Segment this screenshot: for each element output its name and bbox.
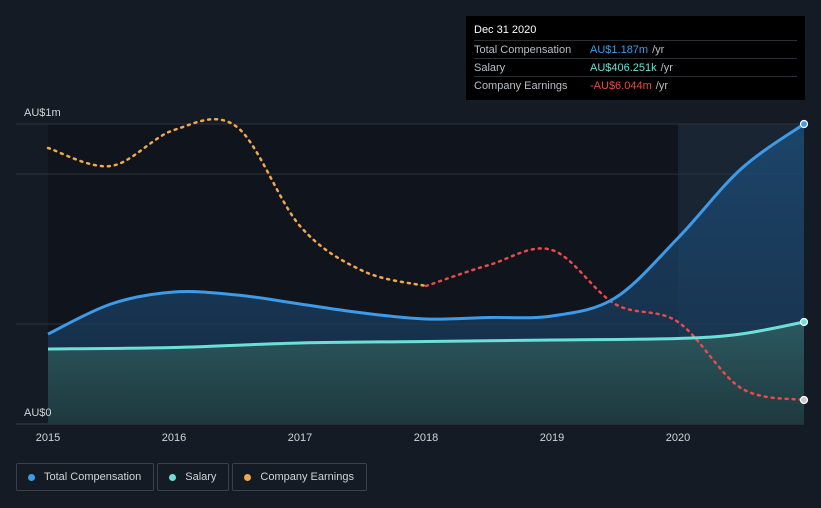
x-tick-label: 2018 — [414, 432, 438, 444]
legend-item-total-compensation[interactable]: Total Compensation — [16, 463, 155, 491]
line-company-earnings-positive — [46, 117, 428, 288]
tooltip-label: Total Compensation — [474, 43, 572, 56]
chart-legend: Total Compensation Salary Company Earnin… — [16, 463, 367, 491]
tooltip-row-salary: Salary AU$406.251k /yr — [474, 58, 797, 76]
legend-dot-icon — [28, 473, 35, 481]
x-tick-label: 2019 — [540, 432, 564, 444]
line-company-earnings-negative — [424, 247, 806, 402]
x-tick-label: 2016 — [162, 432, 186, 444]
tooltip-label: Company Earnings — [474, 79, 568, 92]
line-salary — [47, 320, 805, 351]
tooltip-value: -AU$6.044m — [590, 79, 652, 92]
tooltip-unit: /yr — [655, 79, 668, 92]
legend-dot-icon — [244, 473, 252, 481]
legend-item-salary[interactable]: Salary — [157, 463, 230, 491]
y-tick-label-bottom: AU$0 — [24, 407, 52, 419]
legend-item-company-earnings[interactable]: Company Earnings — [232, 463, 367, 491]
legend-dot-icon — [169, 473, 177, 481]
tooltip-row-company-earnings: Company Earnings -AU$6.044m /yr — [474, 76, 797, 94]
tooltip-row-total-compensation: Total Compensation AU$1.187m /yr — [474, 40, 797, 58]
tooltip-value: AU$1.187m — [590, 43, 649, 56]
tooltip-date: Dec 31 2020 — [474, 24, 537, 36]
legend-label: Salary — [185, 471, 217, 483]
end-point-total-compensation — [799, 119, 809, 129]
end-point-company-earnings — [799, 395, 809, 405]
tooltip-unit: /yr — [660, 61, 673, 74]
tooltip-value: AU$406.251k — [590, 61, 657, 74]
legend-label: Company Earnings — [260, 471, 354, 483]
y-tick-label-top: AU$1m — [24, 107, 61, 119]
x-tick-label: 2015 — [36, 432, 60, 444]
end-point-salary — [799, 317, 809, 327]
area-salary — [48, 322, 804, 424]
tooltip-panel: Dec 31 2020 Total Compensation AU$1.187m… — [466, 16, 805, 100]
legend-label: Total Compensation — [44, 471, 142, 483]
tooltip-unit: /yr — [652, 43, 665, 56]
x-tick-label: 2020 — [666, 432, 690, 444]
line-total-compensation — [47, 122, 805, 336]
x-tick-label: 2017 — [288, 432, 312, 444]
tooltip-label: Salary — [474, 61, 506, 74]
